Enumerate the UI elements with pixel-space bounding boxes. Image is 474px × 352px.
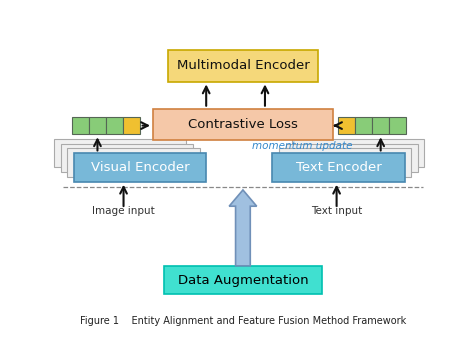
FancyBboxPatch shape: [61, 144, 193, 172]
Text: Data Augmentation: Data Augmentation: [178, 274, 308, 287]
Bar: [372, 117, 389, 134]
Bar: [89, 117, 106, 134]
FancyBboxPatch shape: [168, 50, 318, 82]
Text: Contrastive Loss: Contrastive Loss: [188, 118, 298, 131]
FancyBboxPatch shape: [74, 153, 206, 182]
FancyBboxPatch shape: [272, 153, 405, 182]
Bar: [389, 117, 406, 134]
Polygon shape: [229, 190, 257, 266]
Bar: [72, 117, 89, 134]
Bar: [338, 117, 356, 134]
FancyBboxPatch shape: [54, 139, 186, 167]
Text: Visual Encoder: Visual Encoder: [91, 161, 190, 174]
FancyBboxPatch shape: [164, 266, 322, 294]
FancyBboxPatch shape: [285, 144, 418, 172]
FancyBboxPatch shape: [292, 139, 424, 167]
FancyBboxPatch shape: [279, 149, 411, 177]
Text: Text input: Text input: [311, 206, 362, 216]
Text: Figure 1    Entity Alignment and Feature Fusion Method Framework: Figure 1 Entity Alignment and Feature Fu…: [80, 316, 406, 326]
FancyBboxPatch shape: [67, 149, 200, 177]
Text: momentum update: momentum update: [252, 141, 353, 151]
Text: Multimodal Encoder: Multimodal Encoder: [176, 59, 310, 73]
Text: Image input: Image input: [92, 206, 155, 216]
Bar: [123, 117, 140, 134]
FancyBboxPatch shape: [153, 109, 333, 140]
Bar: [356, 117, 372, 134]
Bar: [106, 117, 123, 134]
Text: Text Encoder: Text Encoder: [296, 161, 381, 174]
